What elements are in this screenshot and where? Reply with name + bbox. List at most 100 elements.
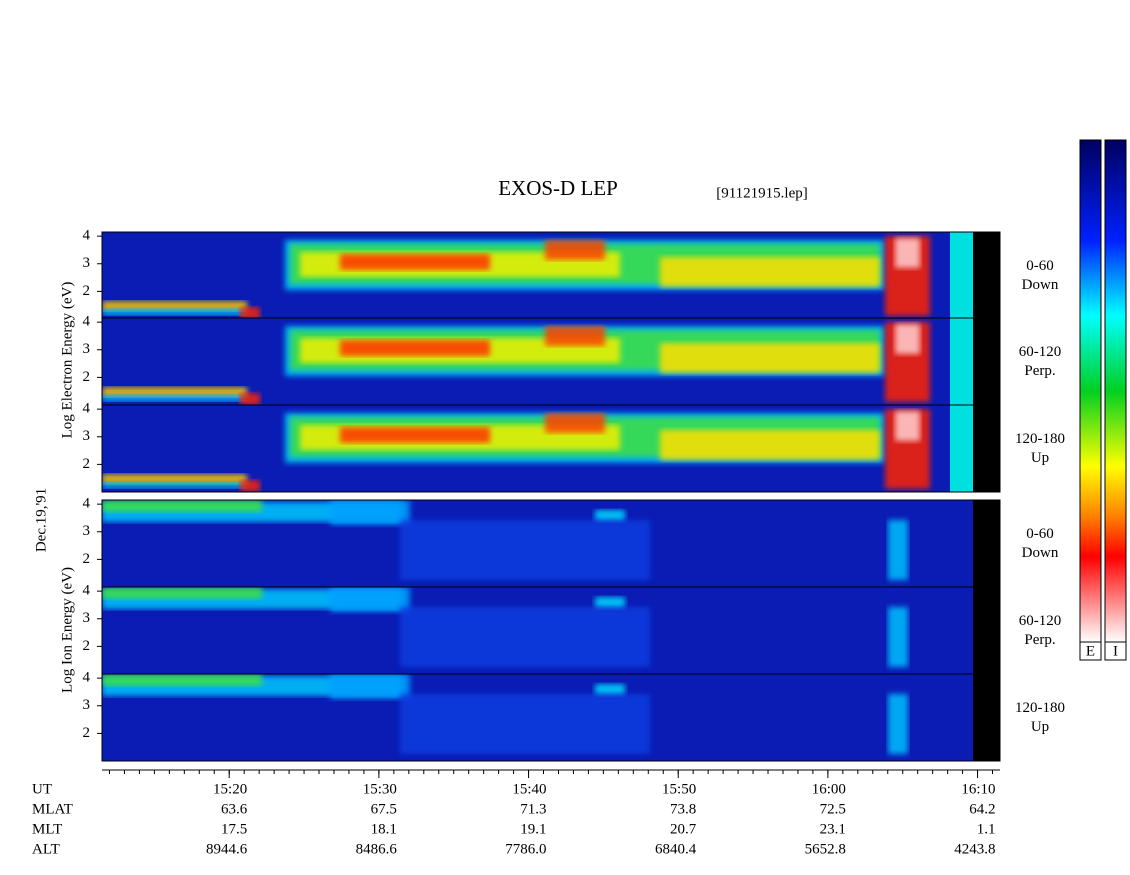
intensity-region	[330, 587, 410, 612]
intensity-region	[240, 307, 260, 319]
intensity-region	[888, 607, 908, 667]
no-data	[973, 587, 1000, 674]
ephemeris-value: 19.1	[520, 821, 546, 837]
date-label: Dec.19,'91	[33, 488, 49, 552]
intensity-region	[330, 674, 410, 699]
intensity-region	[102, 482, 247, 488]
ephemeris-name: MLAT	[32, 801, 73, 817]
intensity-region	[400, 607, 650, 667]
intensity-region	[545, 240, 605, 260]
intensity-region	[895, 411, 920, 441]
spectrogram-panel	[101, 586, 1001, 675]
y-tick-label: 4	[83, 401, 91, 417]
saturated-strip	[950, 405, 973, 492]
ephemeris-value: 17.5	[221, 821, 247, 837]
intensity-region	[102, 395, 247, 401]
intensity-region	[595, 684, 625, 696]
x-tick-label: 16:00	[812, 781, 846, 797]
x-tick-label: 15:50	[662, 781, 696, 797]
panel-frame	[101, 404, 1001, 493]
color-bar-label-box	[1104, 641, 1127, 661]
intensity-region	[888, 694, 908, 754]
intensity-region	[888, 520, 908, 580]
y-tick-label: 2	[83, 369, 91, 385]
spectrogram-image	[102, 500, 1000, 587]
ephemeris-value: 7786.0	[505, 841, 546, 857]
y-tick-label: 2	[83, 283, 91, 299]
intensity-region	[102, 309, 247, 315]
panel-range: 60-120	[1019, 344, 1062, 360]
color-bar-label: E	[1086, 643, 1095, 659]
intensity-region	[895, 238, 920, 268]
intensity-region	[545, 326, 605, 346]
intensity-region	[595, 510, 625, 522]
panel-range: 0-60	[1026, 258, 1054, 274]
spectrogram-image	[102, 405, 1000, 492]
ephemeris-value: 64.2	[969, 801, 995, 817]
no-data	[973, 500, 1000, 587]
file-name: [91121915.lep]	[716, 185, 808, 201]
ephemeris-name: ALT	[32, 841, 60, 857]
y-tick-label: 3	[83, 341, 91, 357]
intensity-region	[240, 393, 260, 405]
ephemeris-value: 6840.4	[655, 841, 697, 857]
y-tick-label: 3	[83, 523, 91, 539]
spectrogram-panel	[101, 317, 1001, 406]
y-tick-label: 2	[83, 456, 91, 472]
x-tick-label: 16:10	[961, 781, 995, 797]
intensity-region	[400, 520, 650, 580]
x-tick-label: 15:20	[213, 781, 247, 797]
intensity-region	[595, 597, 625, 609]
panel-range: 120-180	[1015, 700, 1065, 716]
y-tick-label: 2	[83, 551, 91, 567]
no-data	[973, 232, 1000, 319]
electron-axis-label: Log Electron Energy (eV)	[59, 282, 75, 439]
saturated-strip	[950, 318, 973, 405]
y-tick-label: 4	[83, 670, 91, 686]
spectrogram-panel	[101, 499, 1001, 588]
ephemeris-value: 8486.6	[356, 841, 398, 857]
intensity-region	[545, 413, 605, 433]
intensity-region	[660, 257, 880, 287]
y-tick-label: 4	[83, 314, 91, 330]
spectrogram-panel	[101, 673, 1001, 762]
spectrogram-image	[102, 232, 1000, 319]
intensity-region	[400, 694, 650, 754]
intensity-region	[660, 430, 880, 460]
intensity-region	[660, 343, 880, 373]
spectrogram-image	[102, 587, 1000, 674]
y-tick-label: 4	[83, 228, 91, 244]
no-data	[973, 674, 1000, 761]
spectrogram-panel	[101, 404, 1001, 493]
y-tick-label: 2	[83, 638, 91, 654]
ephemeris-value: 72.5	[820, 801, 846, 817]
color-bar	[1079, 139, 1102, 643]
intensity-region	[102, 500, 262, 512]
intensity-region	[102, 474, 247, 484]
intensity-region	[102, 674, 262, 686]
color-bar	[1104, 139, 1127, 643]
panel-direction: Up	[1031, 719, 1049, 735]
y-tick-label: 2	[83, 725, 91, 741]
spectrogram-image	[102, 318, 1000, 405]
ephemeris-value: 8944.6	[206, 841, 248, 857]
ephemeris-value: 5652.8	[805, 841, 846, 857]
x-tick-label: 15:40	[512, 781, 546, 797]
intensity-region	[102, 387, 247, 397]
intensity-region	[340, 340, 490, 356]
ephemeris-value: 18.1	[371, 821, 397, 837]
y-tick-label: 3	[83, 697, 91, 713]
intensity-region	[895, 324, 920, 354]
panel-direction: Perp.	[1024, 363, 1055, 379]
panel-direction: Perp.	[1024, 632, 1055, 648]
no-data	[973, 318, 1000, 405]
ephemeris-value: 23.1	[820, 821, 846, 837]
ephemeris-name: MLT	[32, 821, 62, 837]
spectrogram-image	[102, 674, 1000, 761]
y-tick-label: 4	[83, 583, 91, 599]
intensity-region	[340, 427, 490, 443]
no-data	[973, 405, 1000, 492]
ion-axis-label: Log Ion Energy (eV)	[59, 567, 75, 693]
panel-direction: Up	[1031, 450, 1049, 466]
